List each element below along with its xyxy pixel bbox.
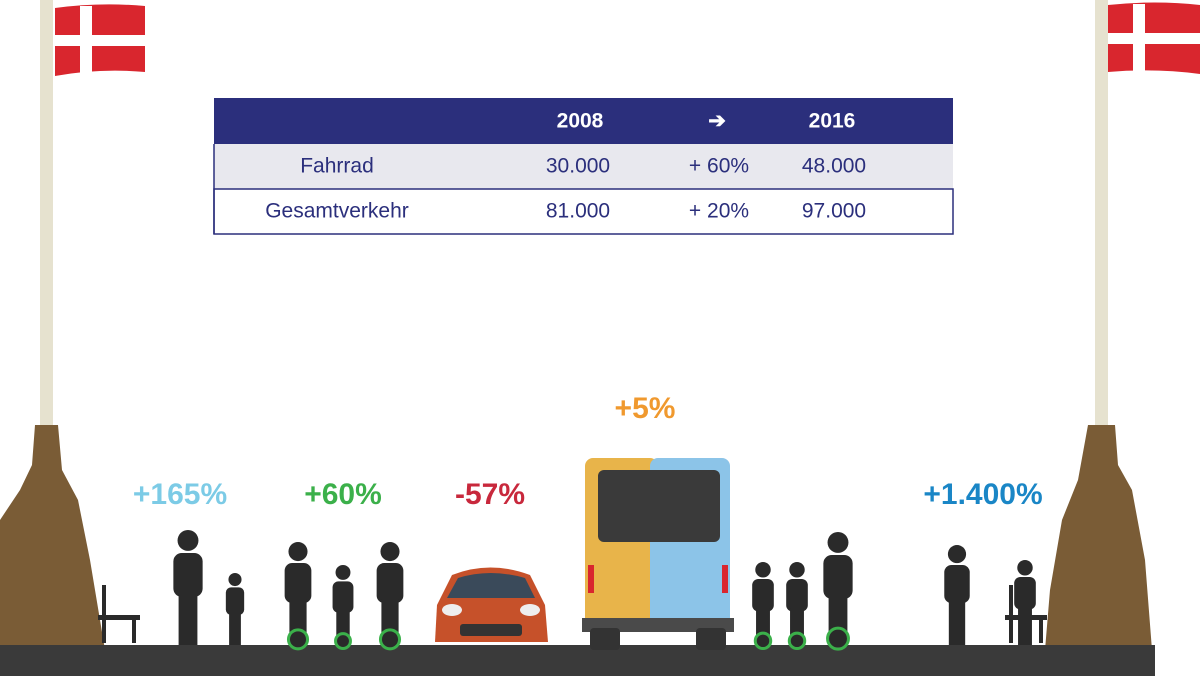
table: 2008 ➔ 2016 — [213, 98, 954, 235]
bench — [1005, 615, 1047, 620]
body — [225, 587, 245, 615]
road — [0, 645, 1155, 676]
bench — [98, 615, 140, 620]
legs — [289, 599, 307, 647]
head — [947, 545, 967, 564]
body — [332, 581, 354, 613]
table-cell: + 20% — [689, 200, 749, 223]
body — [284, 563, 312, 604]
table-cell: 48.000 — [802, 155, 866, 178]
table-cell: 97.000 — [802, 200, 866, 223]
body — [786, 579, 808, 612]
table-cell: Fahrrad — [300, 155, 374, 178]
wheel — [286, 628, 310, 651]
body — [1014, 577, 1036, 610]
legs — [948, 599, 966, 645]
bench — [102, 585, 106, 643]
wheel — [826, 626, 850, 651]
header-cell: ➔ — [708, 110, 726, 133]
head — [177, 530, 199, 551]
change-label: +165% — [133, 478, 227, 511]
bench — [132, 615, 136, 643]
person — [1014, 560, 1036, 645]
flagpole — [40, 0, 53, 430]
legs — [756, 608, 770, 647]
change-label: +5% — [615, 392, 676, 425]
flagpole — [1095, 0, 1108, 430]
wheel — [753, 631, 773, 651]
head — [228, 573, 242, 587]
legs — [336, 609, 350, 647]
cyclist — [823, 532, 853, 651]
table-cell: Gesamtverkehr — [265, 200, 409, 223]
head — [380, 542, 400, 562]
head — [827, 532, 849, 553]
body — [173, 553, 203, 597]
legs — [790, 608, 804, 647]
table-cell: 30.000 — [546, 155, 610, 178]
head — [789, 562, 805, 578]
change-label: +60% — [304, 478, 382, 511]
body — [944, 565, 970, 604]
bench — [1009, 585, 1013, 643]
head — [335, 565, 351, 580]
person — [225, 573, 245, 645]
person — [173, 530, 203, 645]
flag — [55, 4, 145, 76]
legs — [229, 612, 241, 645]
body — [376, 563, 404, 604]
wheel — [787, 631, 807, 651]
table-header — [214, 98, 953, 144]
table-cell: 81.000 — [546, 200, 610, 223]
table-row — [214, 144, 953, 189]
pedestal — [1045, 425, 1152, 650]
change-label: +1.400% — [923, 478, 1042, 511]
legs — [381, 599, 399, 647]
header-cell: 2016 — [809, 110, 856, 133]
legs — [178, 592, 198, 645]
legs — [828, 594, 848, 647]
car — [435, 567, 548, 642]
pedestal — [0, 425, 105, 650]
head — [755, 562, 771, 578]
legs — [1018, 606, 1032, 645]
head — [1017, 560, 1033, 576]
body — [752, 579, 774, 612]
wheel — [334, 632, 352, 650]
bench — [1039, 615, 1043, 643]
person — [944, 545, 970, 645]
cyclist — [376, 542, 404, 651]
bus — [582, 458, 734, 650]
change-label: -57% — [455, 478, 525, 511]
body — [823, 555, 853, 599]
cyclist — [284, 542, 312, 651]
cyclist — [752, 562, 774, 651]
wheel — [378, 628, 402, 651]
cyclist — [786, 562, 808, 651]
head — [288, 542, 308, 562]
flag — [1108, 2, 1200, 74]
cyclist — [332, 565, 354, 650]
header-cell: 2008 — [557, 110, 604, 133]
table-cell: + 60% — [689, 155, 749, 178]
